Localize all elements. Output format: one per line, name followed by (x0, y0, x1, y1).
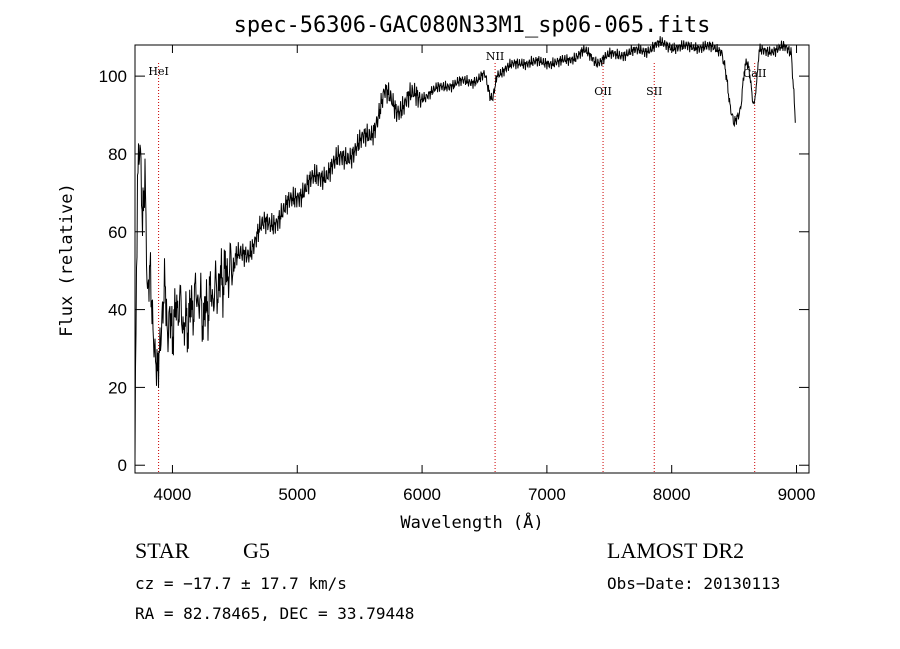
survey-name: LAMOST DR2 (607, 538, 745, 563)
subclass: G5 (243, 538, 270, 563)
spectral-line-label: HeI (148, 65, 168, 78)
x-tick-label: 4000 (154, 485, 192, 504)
spectral-line-label: NII (486, 50, 504, 63)
plot-frame (134, 44, 810, 474)
x-tick-label: 8000 (653, 485, 691, 504)
spectral-line-label: OII (594, 85, 612, 98)
x-tick-label: 9000 (778, 485, 816, 504)
y-axis: 0 20 40 60 80 100 (99, 67, 809, 475)
y-tick-label: 100 (99, 67, 127, 86)
spectrum-line (134, 36, 796, 460)
x-tick-label: 5000 (278, 485, 316, 504)
spectral-line-label: CaII (743, 67, 767, 80)
y-axis-label: Flux (relative) (57, 183, 77, 337)
x-axis-label: Wavelength (Å) (400, 511, 543, 533)
x-axis: 4000 5000 6000 7000 8000 9000 (154, 45, 816, 504)
x-tick-label: 6000 (403, 485, 441, 504)
obs-date: Obs−Date: 20130113 (607, 574, 781, 593)
object-class: STAR (135, 538, 190, 563)
chart-title: spec-56306-GAC080N33M1_sp06-065.fits (234, 13, 711, 38)
spectral-line-label: SII (646, 85, 662, 98)
y-tick-label: 20 (108, 378, 127, 397)
y-tick-label: 80 (108, 145, 127, 164)
x-tick-label: 7000 (528, 485, 566, 504)
y-tick-label: 40 (108, 301, 127, 320)
spectral-lines: HeI NII OII SII CaII (148, 50, 767, 473)
redshift-text: cz = −17.7 ± 17.7 km/s (135, 574, 347, 593)
y-tick-label: 0 (118, 456, 127, 475)
coordinates: RA = 82.78465, DEC = 33.79448 (135, 604, 415, 623)
y-tick-label: 60 (108, 223, 127, 242)
